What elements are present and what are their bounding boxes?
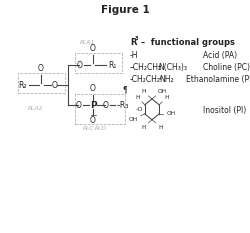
Text: ¶: ¶ xyxy=(122,85,127,94)
Text: O: O xyxy=(90,44,96,53)
Text: 3: 3 xyxy=(135,37,138,41)
Text: PLA2: PLA2 xyxy=(28,106,44,112)
Text: Choline (PC): Choline (PC) xyxy=(203,63,250,72)
Text: PLD: PLD xyxy=(95,126,107,130)
Text: –R₃: –R₃ xyxy=(117,100,130,110)
Text: –  functional groups: – functional groups xyxy=(138,38,235,47)
Text: OH: OH xyxy=(166,111,175,116)
Text: Acid (PA): Acid (PA) xyxy=(203,51,237,60)
Text: O: O xyxy=(90,84,96,93)
Text: PLC: PLC xyxy=(83,126,95,130)
Text: O: O xyxy=(103,100,109,110)
Text: R₁: R₁ xyxy=(108,61,116,69)
Text: O: O xyxy=(76,100,82,110)
Text: H: H xyxy=(142,125,146,130)
Text: PLA1: PLA1 xyxy=(80,41,96,45)
Text: H: H xyxy=(164,95,169,100)
Text: -O: -O xyxy=(136,107,143,112)
Text: N(CH₃)₃: N(CH₃)₃ xyxy=(158,63,187,72)
Text: H: H xyxy=(158,125,162,130)
Text: O: O xyxy=(90,116,96,125)
Text: Figure 1: Figure 1 xyxy=(100,5,150,15)
Text: +: + xyxy=(157,76,162,81)
Text: -CH₂CH₂: -CH₂CH₂ xyxy=(130,75,161,84)
Text: Ethanolamine (PE): Ethanolamine (PE) xyxy=(186,75,250,84)
Text: R₂: R₂ xyxy=(18,80,27,89)
Text: OH: OH xyxy=(129,117,138,122)
Text: OH: OH xyxy=(158,89,167,94)
Text: P: P xyxy=(90,100,96,110)
Text: +: + xyxy=(156,64,160,69)
Text: R: R xyxy=(130,38,136,47)
Text: H: H xyxy=(135,95,140,100)
Text: O: O xyxy=(38,64,44,73)
Text: -H: -H xyxy=(130,51,138,60)
Text: O: O xyxy=(52,80,58,89)
Text: –CH₂CH₂: –CH₂CH₂ xyxy=(130,63,162,72)
Text: Inositol (PI): Inositol (PI) xyxy=(203,106,246,114)
Text: NH₂: NH₂ xyxy=(159,75,174,84)
Text: O: O xyxy=(77,61,83,69)
Text: H: H xyxy=(142,89,146,94)
